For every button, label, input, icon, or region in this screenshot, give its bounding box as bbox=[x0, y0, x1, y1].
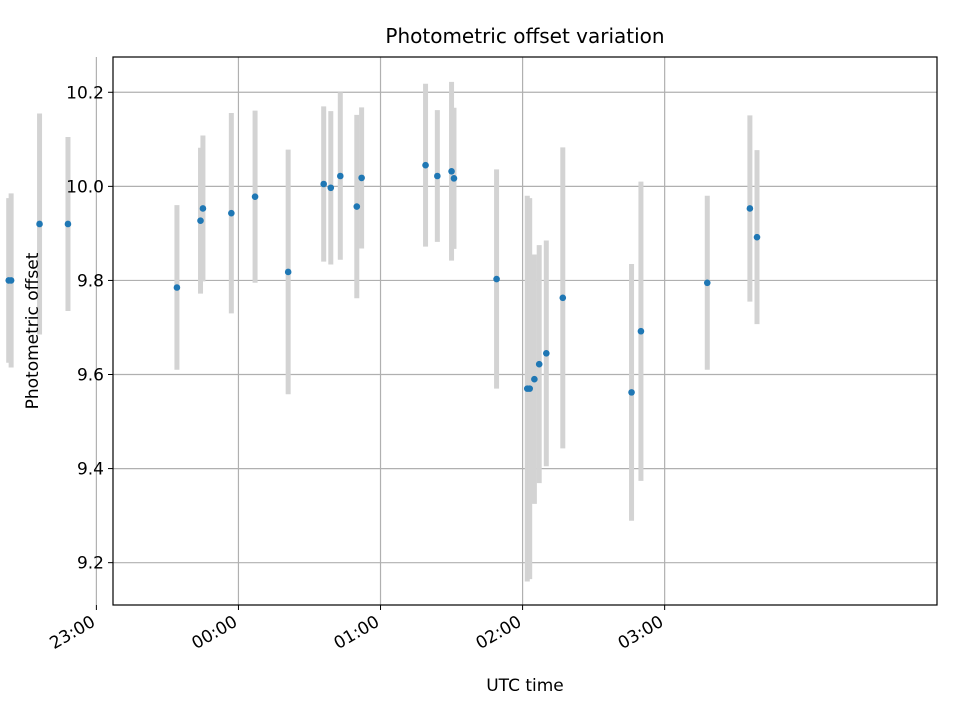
data-point bbox=[284, 268, 292, 276]
data-point bbox=[535, 360, 543, 368]
y-tick-label: 10.0 bbox=[66, 177, 104, 197]
data-point bbox=[64, 220, 72, 228]
data-point bbox=[197, 217, 204, 224]
data-point bbox=[320, 180, 327, 188]
data-point bbox=[531, 375, 538, 383]
y-tick-label: 10.2 bbox=[66, 83, 104, 103]
data-points bbox=[5, 161, 761, 396]
chart-title: Photometric offset variation bbox=[385, 24, 664, 48]
data-point bbox=[753, 233, 761, 241]
data-point bbox=[7, 277, 15, 284]
y-axis: 9.2 9.4 9.6 9.8 10.0 10.2 bbox=[66, 83, 113, 574]
x-axis-label: UTC time bbox=[486, 676, 564, 696]
y-axis-label: Photometric offset bbox=[23, 252, 43, 409]
data-point bbox=[422, 161, 429, 169]
data-point bbox=[36, 220, 43, 228]
data-point bbox=[358, 174, 365, 182]
y-tick-label: 9.2 bbox=[77, 554, 104, 574]
data-point bbox=[199, 205, 207, 212]
data-point bbox=[703, 279, 711, 287]
data-point bbox=[493, 275, 500, 283]
data-point bbox=[228, 209, 235, 217]
data-point bbox=[434, 172, 441, 180]
data-point bbox=[526, 385, 533, 392]
data-point bbox=[628, 389, 635, 396]
data-point bbox=[543, 350, 550, 357]
data-point bbox=[173, 284, 181, 291]
plot-frame bbox=[112, 56, 938, 606]
y-tick-label: 9.6 bbox=[77, 366, 104, 386]
data-point bbox=[327, 184, 335, 192]
data-point bbox=[448, 168, 455, 175]
data-point bbox=[251, 193, 259, 201]
data-point bbox=[746, 205, 754, 212]
data-point bbox=[337, 172, 344, 180]
data-point bbox=[559, 294, 567, 302]
y-tick-label: 9.8 bbox=[77, 271, 104, 291]
data-point bbox=[637, 327, 645, 335]
data-point bbox=[353, 203, 361, 210]
y-tick-label: 9.4 bbox=[77, 460, 104, 480]
data-point bbox=[450, 175, 458, 182]
